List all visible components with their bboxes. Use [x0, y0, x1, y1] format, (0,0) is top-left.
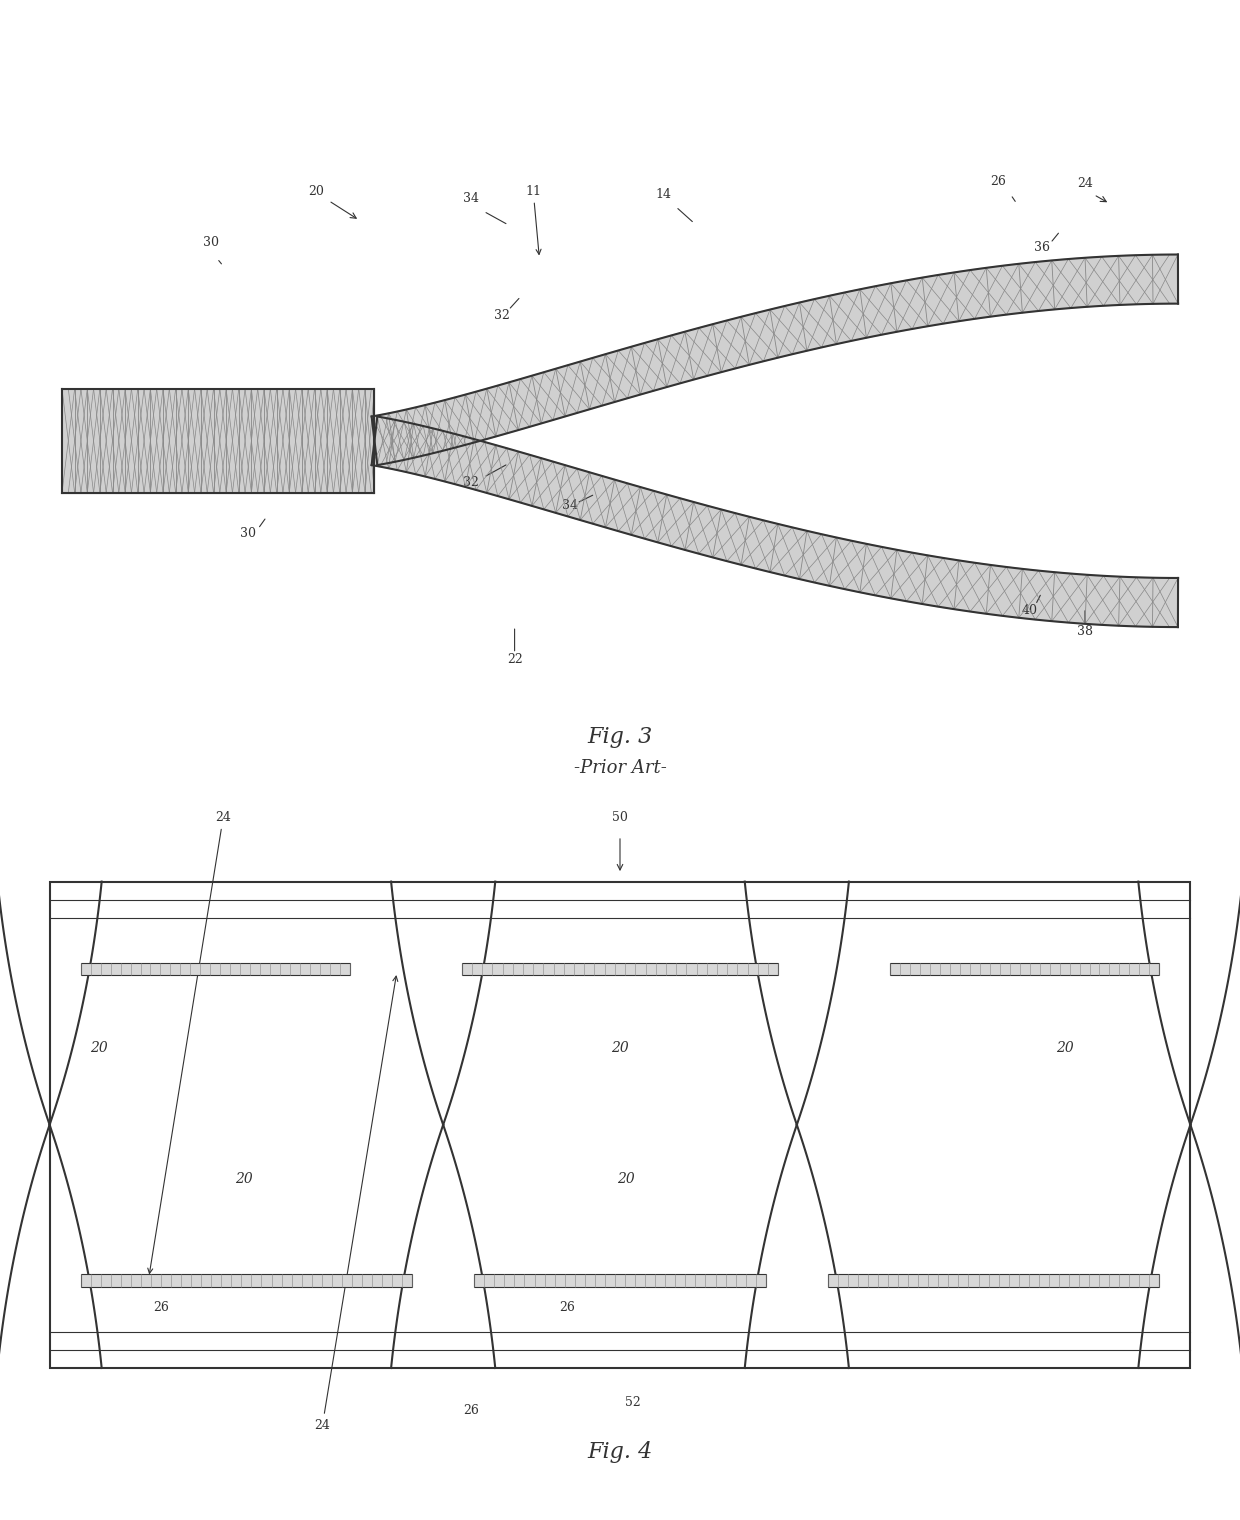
Text: 50: 50	[613, 810, 627, 824]
Polygon shape	[372, 416, 1178, 628]
Text: 34: 34	[464, 192, 479, 205]
Text: 26: 26	[559, 1301, 575, 1313]
Text: 36: 36	[1034, 240, 1049, 254]
Text: 20: 20	[309, 184, 324, 198]
Text: 26: 26	[991, 175, 1006, 188]
Text: 38: 38	[1078, 625, 1092, 638]
Text: 22: 22	[507, 652, 522, 666]
Text: 32: 32	[464, 476, 479, 489]
Text: -Prior Art-: -Prior Art-	[574, 758, 666, 777]
Text: 52: 52	[625, 1395, 640, 1409]
Bar	[81, 964, 350, 976]
Bar	[50, 882, 1190, 1368]
Text: 20: 20	[91, 1041, 108, 1055]
Text: 20: 20	[611, 1041, 629, 1055]
Text: 14: 14	[656, 187, 671, 201]
Text: 40: 40	[1022, 603, 1037, 617]
Text: 26: 26	[464, 1403, 479, 1417]
Text: 26: 26	[154, 1301, 169, 1313]
Text: 11: 11	[526, 184, 541, 254]
Text: 24: 24	[148, 810, 231, 1274]
Text: 32: 32	[495, 309, 510, 322]
Bar	[828, 1274, 1159, 1286]
Text: Fig. 3: Fig. 3	[588, 727, 652, 748]
Polygon shape	[62, 389, 374, 492]
Text: 20: 20	[616, 1172, 635, 1186]
Text: 34: 34	[563, 499, 578, 512]
Text: 30: 30	[241, 526, 255, 540]
Text: 20: 20	[1056, 1041, 1074, 1055]
Bar	[890, 964, 1159, 976]
Text: Fig. 4: Fig. 4	[588, 1441, 652, 1462]
Bar	[461, 964, 779, 976]
Text: 24: 24	[315, 976, 398, 1432]
Polygon shape	[372, 254, 1178, 465]
Bar	[474, 1274, 766, 1286]
Text: 20: 20	[234, 1172, 253, 1186]
Text: 24: 24	[1078, 176, 1092, 190]
Text: 30: 30	[203, 236, 218, 249]
Bar	[81, 1274, 412, 1286]
